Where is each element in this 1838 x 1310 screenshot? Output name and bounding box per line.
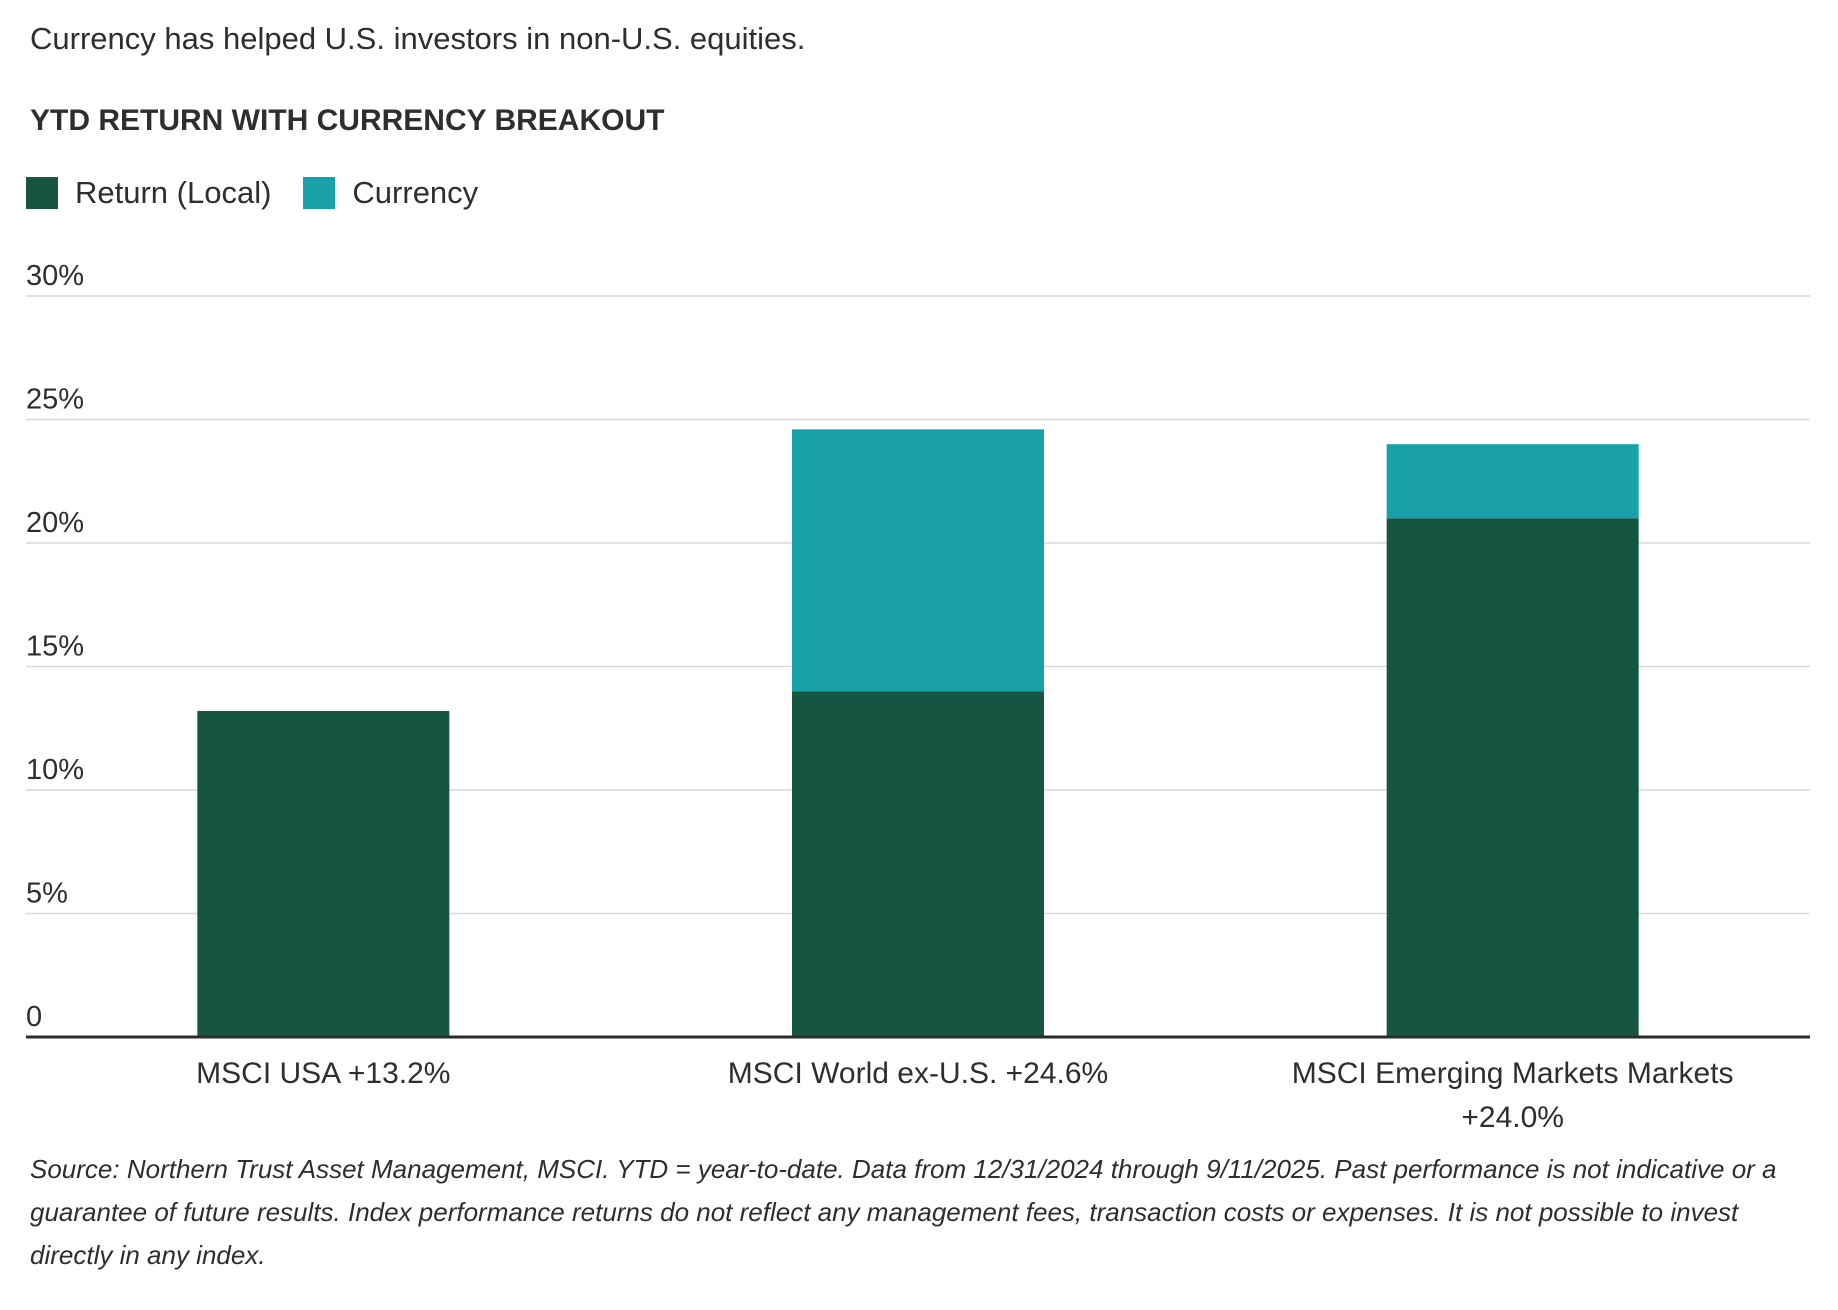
- legend-item-return-local: Return (Local): [26, 175, 271, 211]
- x-category-label: MSCI Emerging Markets Markets: [1292, 1057, 1734, 1090]
- bar-return-local: [1386, 518, 1639, 1037]
- legend-swatch-return-local: [26, 177, 58, 209]
- legend-swatch-currency: [303, 177, 336, 209]
- stacked-bar-chart: 0 5% 10% 15% 20% 25% 30% MSCI USA +13.2% MSCI Wo…: [26, 260, 1810, 1134]
- x-category-label: +24.0%: [1461, 1101, 1564, 1134]
- chart-title: YTD RETURN WITH CURRENCY BREAKOUT: [30, 104, 665, 137]
- y-tick-label: 5%: [26, 878, 68, 910]
- y-tick-label: 30%: [26, 260, 84, 292]
- y-tick-label: 15%: [26, 631, 84, 663]
- bar-currency: [1386, 444, 1639, 519]
- x-category-label: MSCI World ex-U.S. +24.6%: [728, 1057, 1108, 1090]
- legend-label-currency: Currency: [352, 175, 479, 210]
- legend-label-return-local: Return (Local): [75, 175, 272, 210]
- chart-headline: Currency has helped U.S. investors in no…: [30, 21, 806, 56]
- chart-legend: Return (Local) Currency: [26, 168, 510, 218]
- bar-currency: [792, 429, 1044, 692]
- x-category-label: MSCI USA +13.2%: [196, 1057, 450, 1090]
- y-tick-label: 25%: [26, 384, 84, 416]
- y-tick-label: 20%: [26, 507, 84, 539]
- y-tick-label: 0: [26, 1001, 42, 1033]
- source-footnote: Source: Northern Trust Asset Management,…: [30, 1154, 1777, 1270]
- bar-return-local: [197, 710, 450, 1037]
- legend-item-currency: Currency: [303, 175, 478, 211]
- bar-return-local: [792, 691, 1044, 1037]
- y-tick-label: 10%: [26, 754, 84, 786]
